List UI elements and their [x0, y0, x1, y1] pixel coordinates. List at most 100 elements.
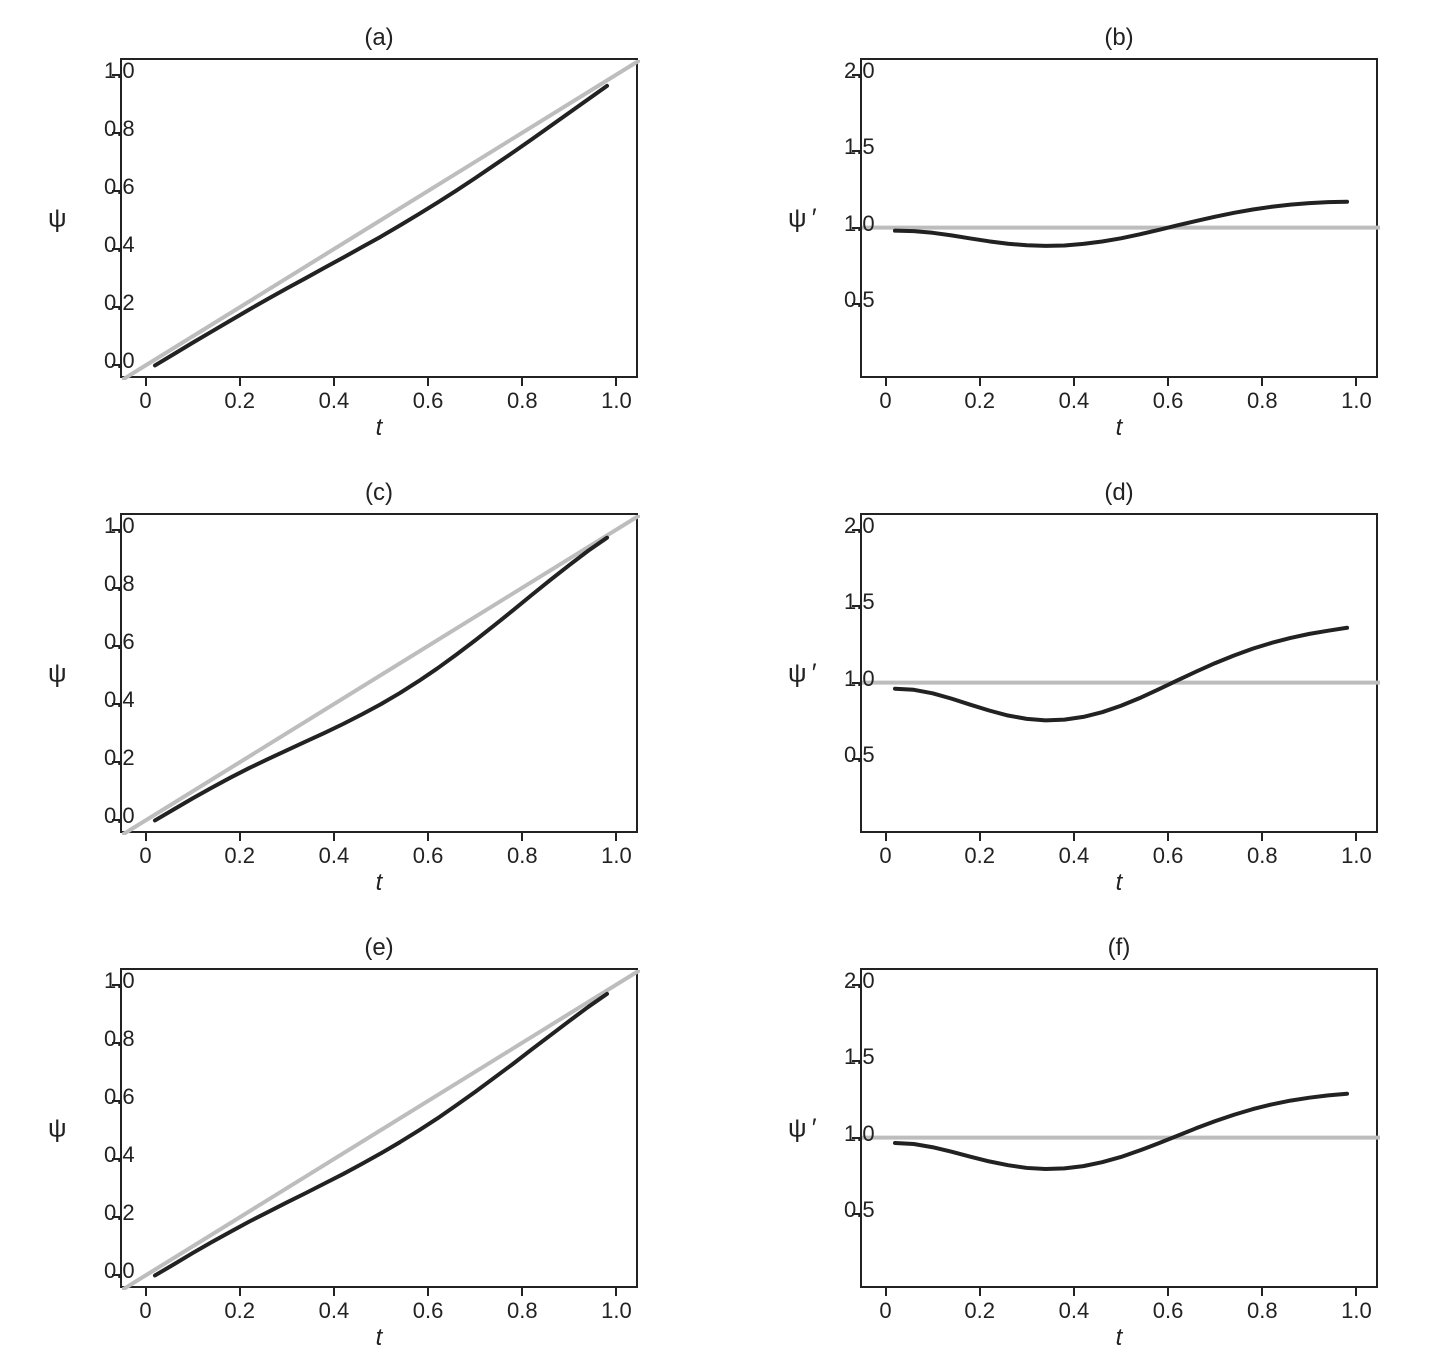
ytick-label: 0.2	[104, 290, 135, 316]
xtick-label: 0.8	[507, 1298, 538, 1324]
xtick-label: 0	[879, 388, 891, 414]
panel-title-e: (e)	[120, 934, 638, 962]
xtick	[979, 831, 981, 841]
xtick	[239, 376, 241, 386]
data-curve-a	[155, 86, 607, 366]
xtick	[1261, 376, 1263, 386]
xtick	[1167, 831, 1169, 841]
xtick-label: 0.2	[964, 1298, 995, 1324]
panel-b: (b)00.20.40.60.81.00.51.01.52.0tψ ′	[860, 58, 1378, 378]
xlabel-e: t	[376, 1324, 383, 1352]
ylabel-f: ψ ′	[788, 1113, 817, 1144]
ytick-label: 2.0	[844, 968, 875, 994]
xtick-label: 0	[139, 388, 151, 414]
ylabel-e: ψ	[48, 1113, 67, 1144]
xtick	[979, 1286, 981, 1296]
reference-line-a	[122, 60, 640, 380]
reference-line-e	[122, 970, 640, 1290]
xtick	[615, 1286, 617, 1296]
xtick	[1167, 1286, 1169, 1296]
xtick-label: 0.4	[319, 388, 350, 414]
xtick	[1355, 831, 1357, 841]
xtick	[885, 376, 887, 386]
ytick-label: 2.0	[844, 513, 875, 539]
ytick-label: 0.5	[844, 742, 875, 768]
xtick-label: 1.0	[601, 843, 632, 869]
xtick	[885, 1286, 887, 1296]
xtick-label: 0.2	[224, 843, 255, 869]
ytick-label: 1.5	[844, 134, 875, 160]
data-curve-d	[895, 628, 1347, 721]
panel-title-f: (f)	[860, 934, 1378, 962]
ytick-label: 0.8	[104, 116, 135, 142]
ytick-label: 0.0	[104, 348, 135, 374]
xlabel-d: t	[1116, 869, 1123, 897]
ytick-label: 0.5	[844, 1197, 875, 1223]
xtick	[885, 831, 887, 841]
xtick-label: 0	[139, 1298, 151, 1324]
ylabel-c: ψ	[48, 658, 67, 689]
ytick-label: 1.5	[844, 589, 875, 615]
ytick-label: 0.8	[104, 571, 135, 597]
xtick-label: 0.4	[319, 1298, 350, 1324]
xtick	[1073, 831, 1075, 841]
xtick	[1355, 376, 1357, 386]
ytick-label: 1.0	[844, 666, 875, 692]
xtick-label: 0.4	[1059, 388, 1090, 414]
data-curve-e	[155, 994, 607, 1276]
plot-svg-c	[122, 515, 640, 835]
xtick	[427, 1286, 429, 1296]
ytick-label: 1.5	[844, 1044, 875, 1070]
xtick	[1261, 1286, 1263, 1296]
ytick-label: 0.6	[104, 1084, 135, 1110]
plot-svg-a	[122, 60, 640, 380]
xtick	[521, 1286, 523, 1296]
xtick-label: 0.2	[964, 843, 995, 869]
panel-c: (c)00.20.40.60.81.00.00.20.40.60.81.0tψ	[120, 513, 638, 833]
ytick-label: 2.0	[844, 58, 875, 84]
xtick-label: 0.6	[1153, 388, 1184, 414]
ytick-label: 1.0	[844, 211, 875, 237]
xtick-label: 0.4	[1059, 843, 1090, 869]
ytick-label: 0.6	[104, 629, 135, 655]
plot-svg-e	[122, 970, 640, 1290]
xtick-label: 0.8	[507, 843, 538, 869]
xtick	[615, 376, 617, 386]
ytick-label: 0.6	[104, 174, 135, 200]
xtick-label: 0.6	[413, 388, 444, 414]
xtick	[239, 831, 241, 841]
xtick	[427, 831, 429, 841]
xtick-label: 0.8	[507, 388, 538, 414]
xlabel-a: t	[376, 414, 383, 442]
plot-svg-b	[862, 60, 1380, 380]
data-curve-b	[895, 202, 1347, 246]
xtick	[427, 376, 429, 386]
xtick-label: 0	[879, 843, 891, 869]
ytick-label: 0.4	[104, 1142, 135, 1168]
xtick	[979, 376, 981, 386]
xtick-label: 1.0	[1341, 843, 1372, 869]
data-curve-f	[895, 1094, 1347, 1169]
xtick-label: 1.0	[1341, 388, 1372, 414]
xtick	[521, 831, 523, 841]
plot-area-d: 00.20.40.60.81.00.51.01.52.0tψ ′	[860, 513, 1378, 833]
xtick	[333, 1286, 335, 1296]
xtick	[1073, 376, 1075, 386]
ytick-label: 0.4	[104, 232, 135, 258]
xtick	[615, 831, 617, 841]
xtick-label: 0	[879, 1298, 891, 1324]
panel-e: (e)00.20.40.60.81.00.00.20.40.60.81.0tψ	[120, 968, 638, 1288]
ytick-label: 0.4	[104, 687, 135, 713]
xtick-label: 0.8	[1247, 843, 1278, 869]
ytick-label: 0.2	[104, 1200, 135, 1226]
xtick-label: 0.2	[224, 388, 255, 414]
ylabel-b: ψ ′	[788, 203, 817, 234]
figure-root: (a)00.20.40.60.81.00.00.20.40.60.81.0tψ(…	[0, 0, 1444, 1371]
ylabel-d: ψ ′	[788, 658, 817, 689]
xtick	[145, 1286, 147, 1296]
ytick-label: 0.8	[104, 1026, 135, 1052]
data-curve-c	[155, 538, 607, 821]
plot-svg-f	[862, 970, 1380, 1290]
xtick-label: 0.6	[1153, 843, 1184, 869]
ytick-label: 0.2	[104, 745, 135, 771]
